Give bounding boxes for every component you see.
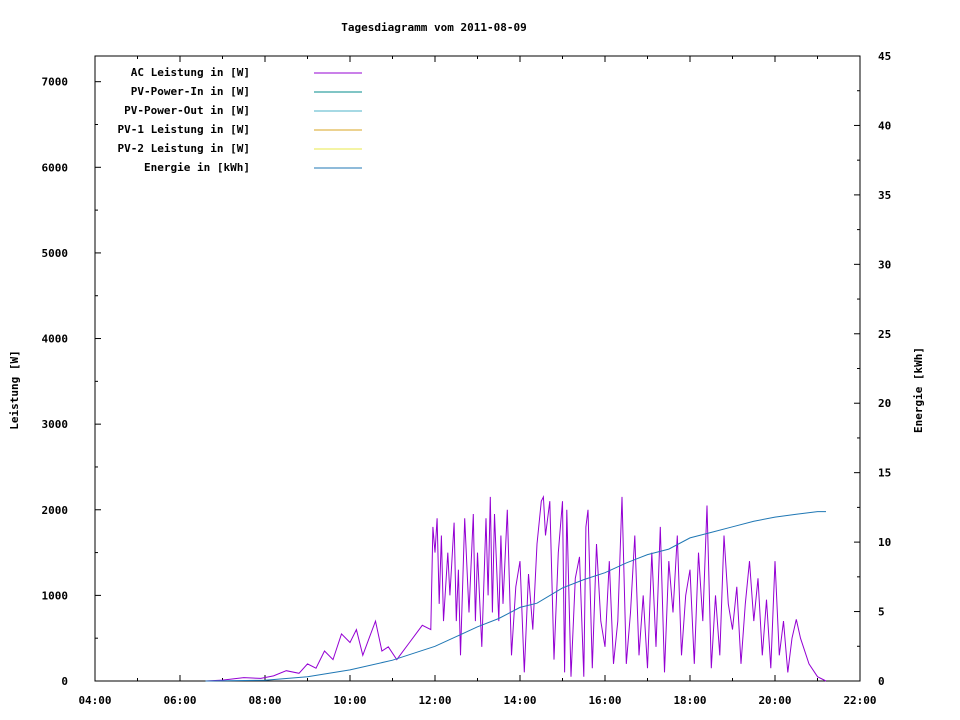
x-tick-label: 14:00 [503,694,536,707]
legend-label: AC Leistung in [W] [131,66,250,79]
y-tick-label: 4000 [42,333,69,346]
y2-tick-label: 10 [878,536,891,549]
x-tick-label: 12:00 [418,694,451,707]
y2-tick-label: 35 [878,189,891,202]
y-tick-label: 3000 [42,418,69,431]
chart-title: Tagesdiagramm vom 2011-08-09 [341,21,526,34]
y2-axis-label: Energie [kWh] [912,347,925,433]
y2-tick-label: 5 [878,606,885,619]
y2-axis: 0 5 10 15 20 25 30 35 40 45 [854,50,891,688]
x-tick-label: 20:00 [758,694,791,707]
y-tick-label: 2000 [42,504,69,517]
y-axis-label: Leistung [W] [8,350,21,429]
y-tick-label: 5000 [42,247,69,260]
legend-label: PV-Power-Out in [W] [124,104,250,117]
y-tick-label: 6000 [42,161,69,174]
y2-tick-label: 45 [878,50,891,63]
legend-label: PV-Power-In in [W] [131,85,250,98]
legend-label: Energie in [kWh] [144,161,250,174]
x-tick-label: 10:00 [333,694,366,707]
y2-tick-label: 15 [878,467,891,480]
y2-tick-label: 30 [878,258,891,271]
y-tick-label: 1000 [42,589,69,602]
x-tick-label: 18:00 [673,694,706,707]
x-tick-label: 06:00 [163,694,196,707]
x-tick-label: 16:00 [588,694,621,707]
y-tick-label: 7000 [42,76,69,89]
y2-tick-label: 25 [878,328,891,341]
x-tick-label: 08:00 [248,694,281,707]
legend-label: PV-2 Leistung in [W] [118,142,250,155]
y-tick-label: 0 [61,675,68,688]
y-axis: 0 1000 2000 3000 4000 5000 6000 7000 [42,76,101,688]
y2-tick-label: 40 [878,119,891,132]
series-line-5 [205,511,826,682]
legend: AC Leistung in [W] PV-Power-In in [W] PV-P… [118,66,362,174]
y2-tick-label: 0 [878,675,885,688]
legend-label: PV-1 Leistung in [W] [118,123,250,136]
x-tick-label: 22:00 [843,694,876,707]
x-axis: 04:00 06:00 08:00 10:00 12:00 14:00 16:00 18:00… [78,56,877,707]
x-tick-label: 04:00 [78,694,111,707]
series-layer [205,494,827,682]
y2-tick-label: 20 [878,397,891,410]
series-line-0 [205,494,827,682]
